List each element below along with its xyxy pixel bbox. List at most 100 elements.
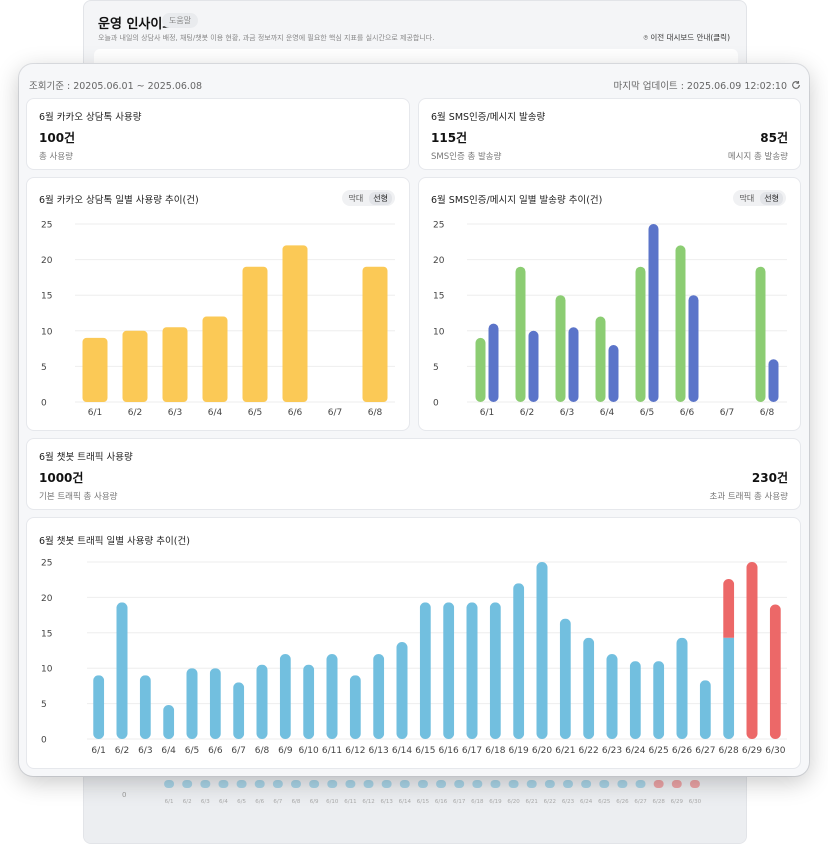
sms-chart-card: 6월 SMS인증/메시지 일별 발송량 추이(건) 막대 선형 0 5 10 15 20… bbox=[418, 177, 801, 431]
bar bbox=[242, 266, 268, 402]
bar-base-segment bbox=[233, 682, 245, 739]
x-tick-label: 6/18 bbox=[485, 746, 505, 756]
y-tick-label: 25 bbox=[41, 559, 52, 569]
stacked-bar bbox=[349, 675, 361, 739]
y-tick-label: 20 bbox=[433, 256, 445, 266]
x-tick-label: 6/2 bbox=[128, 408, 142, 418]
bg-x-tick-label: 6/30 bbox=[689, 799, 702, 805]
chatbot-usage-card: 6월 챗봇 트래픽 사용량 1000건 기본 트래픽 총 사용량 230건 초과… bbox=[26, 438, 801, 510]
sms-usage-title: 6월 SMS인증/메시지 발송량 bbox=[431, 112, 546, 123]
bg-bar-stub bbox=[671, 780, 682, 788]
bg-bar-stub bbox=[526, 780, 537, 788]
bar-base-segment bbox=[139, 675, 151, 739]
bg-x-tick-label: 6/2 bbox=[183, 799, 192, 805]
stacked-bar bbox=[699, 680, 711, 739]
chatbot-usage-title: 6월 챗봇 트래픽 사용량 bbox=[39, 452, 133, 463]
bar bbox=[122, 330, 148, 402]
bg-bar-stub bbox=[381, 780, 392, 788]
x-tick-label: 6/30 bbox=[765, 746, 785, 756]
bar-base-segment bbox=[209, 668, 221, 739]
stacked-bar bbox=[419, 602, 431, 739]
bar bbox=[688, 295, 699, 402]
stacked-bar bbox=[93, 675, 105, 739]
chatbot-chart-title: 6월 챗봇 트래픽 일별 사용량 추이(건) bbox=[39, 536, 190, 547]
x-tick-label: 6/17 bbox=[462, 746, 482, 756]
x-tick-label: 6/1 bbox=[480, 408, 494, 418]
stacked-bar bbox=[233, 682, 245, 739]
x-tick-label: 6/3 bbox=[138, 746, 152, 756]
bg-bar-stub bbox=[508, 780, 519, 788]
bar-base-segment bbox=[396, 642, 408, 739]
bg-x-tick-label: 6/27 bbox=[634, 799, 647, 805]
bar-over-segment bbox=[723, 578, 735, 638]
bar-toggle-button[interactable]: 막대 bbox=[348, 193, 364, 203]
stacked-bar bbox=[279, 654, 291, 739]
bg-bar-stub bbox=[272, 780, 283, 788]
bar-base-segment bbox=[419, 602, 431, 739]
y-tick-label: 5 bbox=[41, 363, 47, 373]
y-tick-label: 15 bbox=[41, 292, 52, 302]
x-tick-label: 6/5 bbox=[185, 746, 199, 756]
x-tick-label: 6/3 bbox=[168, 408, 182, 418]
last-update-label: 마지막 업데이트 : 2025.06.09 12:02:10 bbox=[613, 81, 787, 92]
bg-bar-stub bbox=[254, 780, 265, 788]
bg-x-tick-label: 6/23 bbox=[562, 799, 575, 805]
stacked-bar bbox=[583, 637, 595, 739]
message-usage-value: 85건 bbox=[760, 131, 788, 145]
bar bbox=[555, 295, 566, 402]
bar bbox=[755, 266, 766, 402]
bar bbox=[648, 224, 659, 402]
x-tick-label: 6/13 bbox=[369, 746, 389, 756]
x-tick-label: 6/19 bbox=[509, 746, 529, 756]
bar bbox=[608, 345, 619, 402]
stacked-bar bbox=[653, 661, 665, 739]
bar-base-segment bbox=[163, 705, 175, 739]
bar-base-segment bbox=[583, 637, 595, 739]
stacked-bar bbox=[116, 602, 128, 739]
y-tick-label: 0 bbox=[41, 736, 47, 746]
x-tick-label: 6/7 bbox=[720, 408, 734, 418]
x-tick-label: 6/28 bbox=[719, 746, 739, 756]
bg-x-tick-label: 6/4 bbox=[219, 799, 228, 805]
bar-base-segment bbox=[629, 661, 641, 739]
x-tick-label: 6/23 bbox=[602, 746, 622, 756]
x-tick-label: 6/1 bbox=[91, 746, 105, 756]
bar-over-segment bbox=[746, 562, 758, 739]
y-tick-label: 10 bbox=[433, 327, 445, 337]
x-tick-label: 6/16 bbox=[439, 746, 459, 756]
x-tick-label: 6/10 bbox=[299, 746, 319, 756]
stacked-bar bbox=[629, 661, 641, 739]
bg-help-tag[interactable]: 도움말 bbox=[162, 13, 199, 28]
bg-page-title: 운영 인사이트 bbox=[98, 17, 175, 32]
bg-bar-stub bbox=[236, 780, 247, 788]
line-toggle-button[interactable]: 선형 bbox=[369, 191, 392, 205]
bar-toggle-button[interactable]: 막대 bbox=[739, 193, 755, 203]
location-pin-icon: ⌾ bbox=[643, 33, 648, 42]
bg-x-tick-label: 6/9 bbox=[310, 799, 319, 805]
stacked-bar bbox=[769, 604, 781, 739]
kakao-usage-title: 6월 카카오 상담톡 사용량 bbox=[39, 112, 142, 123]
x-tick-label: 6/3 bbox=[560, 408, 574, 418]
bg-previous-dashboard-link[interactable]: ⌾ 이전 대시보드 안내(클릭) bbox=[643, 32, 730, 43]
stacked-bar bbox=[326, 654, 338, 739]
bg-bar-stub bbox=[436, 780, 447, 788]
bar-base-segment bbox=[676, 637, 688, 739]
bg-x-tick-label: 6/7 bbox=[273, 799, 282, 805]
chatbot-over-value: 230건 bbox=[751, 471, 788, 485]
bg-bar-stub bbox=[653, 780, 664, 788]
bg-bar-stub bbox=[309, 780, 320, 788]
bar-base-segment bbox=[326, 654, 338, 739]
x-tick-label: 6/6 bbox=[208, 746, 223, 756]
message-usage-label: 메시지 총 발송량 bbox=[727, 152, 788, 162]
refresh-icon[interactable] bbox=[791, 80, 801, 90]
bg-x-tick-label: 6/11 bbox=[344, 799, 356, 805]
bg-bar-stub bbox=[490, 780, 501, 788]
stacked-bar bbox=[186, 668, 198, 739]
x-tick-label: 6/7 bbox=[328, 408, 342, 418]
bg-bar-stub bbox=[399, 780, 410, 788]
x-tick-label: 6/5 bbox=[248, 408, 262, 418]
x-tick-label: 6/29 bbox=[742, 746, 762, 756]
bar bbox=[515, 266, 526, 402]
bg-x-tick-label: 6/10 bbox=[326, 799, 339, 805]
line-toggle-button[interactable]: 선형 bbox=[760, 191, 783, 205]
